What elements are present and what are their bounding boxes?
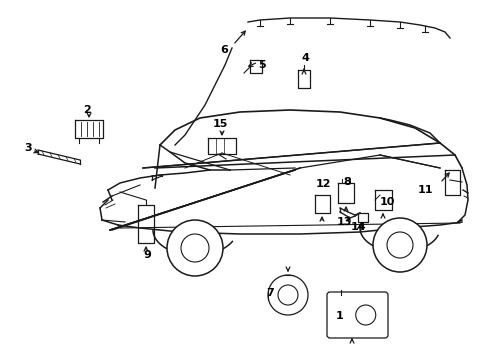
FancyBboxPatch shape <box>326 292 387 338</box>
Circle shape <box>372 218 426 272</box>
Text: 5: 5 <box>258 60 265 70</box>
Text: 10: 10 <box>379 197 394 207</box>
Text: 3: 3 <box>24 143 32 153</box>
Circle shape <box>167 220 223 276</box>
Text: 13: 13 <box>336 217 351 227</box>
Text: 9: 9 <box>143 250 151 260</box>
Circle shape <box>267 275 307 315</box>
Text: 7: 7 <box>265 288 273 298</box>
Text: 2: 2 <box>83 105 91 115</box>
Text: 12: 12 <box>315 179 330 189</box>
Text: 6: 6 <box>220 45 227 55</box>
Text: 11: 11 <box>416 185 432 195</box>
Text: 15: 15 <box>212 119 227 129</box>
Text: 4: 4 <box>301 53 308 63</box>
Text: 1: 1 <box>335 311 343 321</box>
Text: 14: 14 <box>349 222 365 232</box>
Text: 8: 8 <box>343 177 350 187</box>
